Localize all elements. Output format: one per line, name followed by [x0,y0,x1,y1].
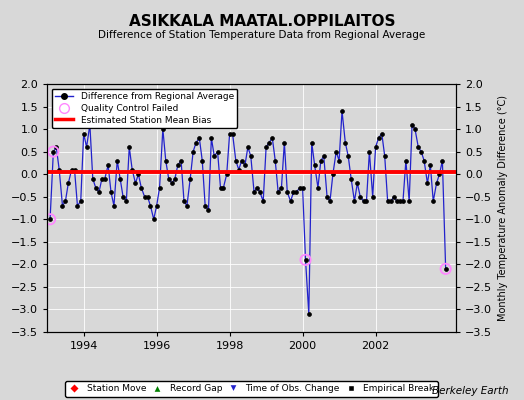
Text: Difference of Station Temperature Data from Regional Average: Difference of Station Temperature Data f… [99,30,425,40]
Point [46,216,54,222]
Point [301,257,310,263]
Y-axis label: Monthly Temperature Anomaly Difference (°C): Monthly Temperature Anomaly Difference (… [498,95,508,321]
Point [442,266,450,272]
Point [49,148,58,155]
Text: ASIKKALA MAATAL.OPPILAITOS: ASIKKALA MAATAL.OPPILAITOS [129,14,395,29]
Legend: Station Move, Record Gap, Time of Obs. Change, Empirical Break: Station Move, Record Gap, Time of Obs. C… [65,381,438,397]
Text: Berkeley Earth: Berkeley Earth [432,386,508,396]
